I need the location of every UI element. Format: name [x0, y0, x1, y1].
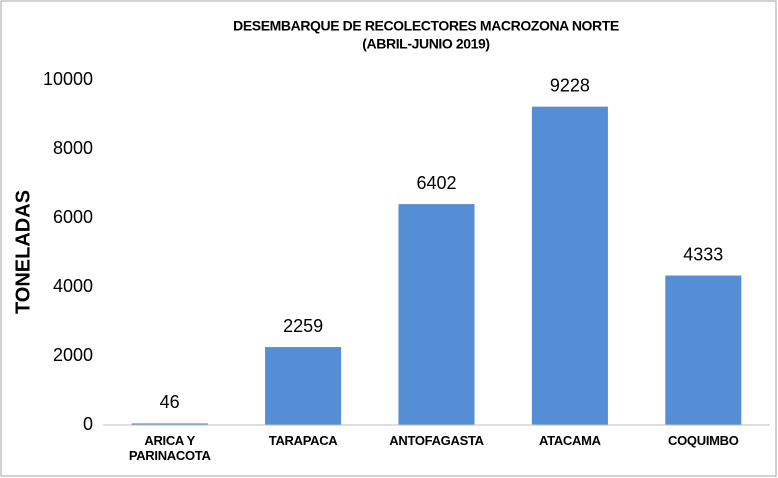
bar: [665, 275, 742, 425]
data-label: 6402: [416, 173, 456, 193]
x-tick-label: COQUIMBO: [668, 433, 739, 448]
bar: [531, 106, 608, 425]
x-tick-label: ATACAMA: [539, 433, 601, 448]
y-tick-label: 2000: [53, 345, 93, 365]
chart-title: DESEMBARQUE DE RECOLECTORES MACROZONA NO…: [233, 18, 619, 34]
data-label: 2259: [283, 316, 323, 336]
y-tick-label: 10000: [43, 69, 93, 89]
bar: [131, 423, 208, 425]
x-tick-label: ARICA Y PARINACOTA: [128, 433, 211, 463]
x-tick-label: TARAPACA: [268, 433, 338, 448]
bar: [398, 204, 475, 425]
data-label: 4333: [683, 244, 723, 264]
y-tick-label: 0: [83, 414, 93, 434]
chart-subtitle: (ABRIL-JUNIO 2019): [362, 36, 489, 52]
y-tick-label: 6000: [53, 207, 93, 227]
y-axis-label: TONELADAS: [12, 190, 34, 314]
data-label: 9228: [550, 75, 590, 95]
y-tick-label: 8000: [53, 138, 93, 158]
data-label: 46: [160, 392, 180, 412]
y-tick-label: 4000: [53, 276, 93, 296]
x-tick-label: ANTOFAGASTA: [389, 433, 484, 448]
bar: [265, 347, 342, 425]
